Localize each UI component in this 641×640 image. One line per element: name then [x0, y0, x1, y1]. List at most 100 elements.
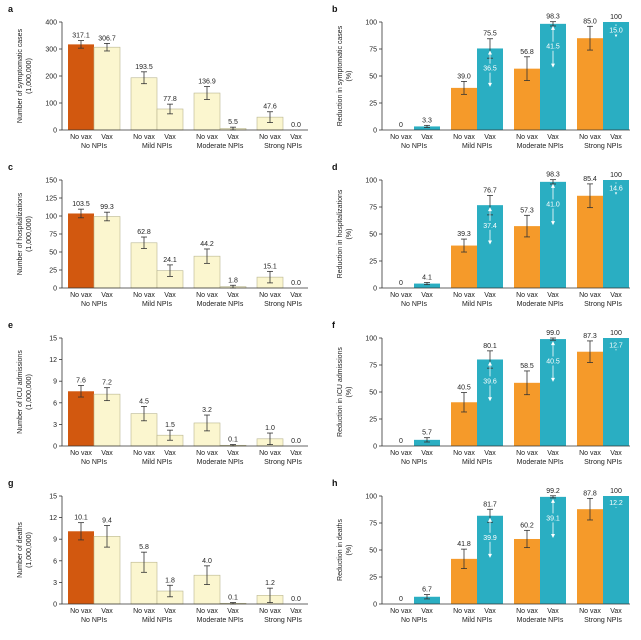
bar-novax: [68, 391, 94, 446]
y-tick-label: 25: [369, 101, 377, 108]
panel-f: f Reduction in ICU admissions (%) 0 25 50 75 10…: [332, 320, 630, 466]
arrow-head-down: [488, 553, 492, 558]
x-tick-label: Vax: [290, 608, 302, 615]
x-tick-label: No vax: [70, 608, 92, 615]
difference-label: 14.6: [609, 185, 623, 192]
x-tick-label: Vax: [421, 134, 433, 141]
arrow-head-down: [551, 533, 555, 538]
bar-vax: [603, 22, 629, 130]
panel-label: d: [332, 162, 338, 172]
x-group-label: Moderate NPIs: [197, 459, 244, 466]
data-label: 98.3: [546, 172, 560, 179]
data-label: 10.1: [74, 515, 88, 522]
x-tick-label: Vax: [484, 292, 496, 299]
x-tick-label: No vax: [70, 292, 92, 299]
x-tick-label: Vax: [101, 450, 113, 457]
bar-vax: [93, 536, 121, 605]
arrow-head-up: [551, 183, 555, 188]
difference-label: 39.9: [483, 535, 497, 542]
bar-novax: [451, 245, 477, 288]
y-tick-label: 12: [49, 357, 57, 364]
data-label: 100: [610, 14, 622, 21]
x-tick-label: Vax: [227, 134, 239, 141]
y-axis-title-line: Reduction in hospitalizations: [337, 189, 344, 278]
x-tick-label: No vax: [453, 134, 475, 141]
y-tick-label: 100: [45, 214, 57, 221]
x-group-label: Moderate NPIs: [197, 617, 244, 624]
x-group-label: No NPIs: [401, 301, 428, 308]
bar-vax: [603, 338, 629, 446]
data-label: 99.2: [546, 488, 560, 495]
difference-label: 40.5: [546, 358, 560, 365]
x-group-label: Strong NPIs: [584, 617, 622, 624]
panel-label: e: [8, 320, 13, 330]
x-tick-label: No vax: [259, 450, 281, 457]
x-group-label: No NPIs: [401, 143, 428, 150]
arrow-head-down: [551, 377, 555, 382]
arrow-head-down: [551, 221, 555, 226]
data-label: 0.0: [291, 122, 301, 129]
x-tick-label: Vax: [164, 292, 176, 299]
x-tick-label: No vax: [453, 292, 475, 299]
x-group-label: No NPIs: [401, 617, 428, 624]
y-tick-label: 75: [49, 232, 57, 239]
data-label: 1.5: [165, 422, 175, 429]
data-label: 3.2: [202, 407, 212, 414]
x-tick-label: Vax: [547, 450, 559, 457]
data-label: 103.5: [72, 201, 90, 208]
bar-novax: [68, 213, 94, 288]
y-tick-label: 15: [49, 494, 57, 501]
difference-label-bg: [607, 340, 625, 350]
x-tick-label: No vax: [579, 292, 601, 299]
x-group-label: Strong NPIs: [264, 143, 302, 150]
x-tick-label: Vax: [101, 292, 113, 299]
bar-novax: [68, 44, 94, 131]
difference-label-bg: [544, 199, 562, 209]
y-tick-label: 200: [45, 74, 57, 81]
x-tick-label: Vax: [164, 608, 176, 615]
y-tick-label: 100: [45, 101, 57, 108]
data-label: 98.3: [546, 14, 560, 21]
data-label: 306.7: [98, 35, 116, 42]
y-axis-title-line: (%): [346, 545, 353, 556]
x-tick-label: Vax: [610, 134, 622, 141]
x-tick-label: Vax: [547, 292, 559, 299]
y-tick-label: 100: [365, 494, 377, 501]
x-tick-label: No vax: [390, 608, 412, 615]
data-label: 87.3: [583, 333, 597, 340]
x-tick-label: No vax: [579, 450, 601, 457]
y-axis-title: Number of hospitalizations (1,000,000): [17, 192, 33, 275]
panel-label: g: [8, 478, 14, 488]
y-tick-label: 100: [365, 20, 377, 27]
panel-b: b Reduction in symptomatic cases (%) 0 25 50 7…: [332, 4, 630, 150]
bar-vax: [93, 46, 121, 131]
difference-label: 36.5: [483, 66, 497, 73]
bar-vax: [414, 596, 440, 604]
panel-d: d Reduction in hospitalizations (%) 0 25 50 75…: [332, 162, 630, 308]
x-tick-label: No vax: [70, 450, 92, 457]
y-tick-label: 300: [45, 47, 57, 54]
data-label: 4.0: [202, 558, 212, 565]
y-axis-title-line: (%): [346, 387, 353, 398]
y-axis-title-line: (%): [346, 71, 353, 82]
x-tick-label: Vax: [421, 292, 433, 299]
data-label: 39.0: [457, 73, 471, 80]
data-label: 0.1: [228, 437, 238, 444]
difference-label-bg: [481, 532, 499, 542]
x-tick-label: No vax: [196, 134, 218, 141]
data-label: 81.7: [483, 501, 497, 508]
x-tick-label: Vax: [610, 292, 622, 299]
x-tick-label: Vax: [421, 608, 433, 615]
y-tick-label: 50: [369, 74, 377, 81]
x-group-label: Moderate NPIs: [197, 301, 244, 308]
x-tick-label: Vax: [290, 134, 302, 141]
data-label: 87.8: [583, 490, 597, 497]
x-tick-label: Vax: [227, 608, 239, 615]
y-axis-title-line: Number of deaths: [17, 522, 24, 578]
y-tick-label: 0: [53, 602, 57, 609]
arrow-head-up: [488, 50, 492, 55]
data-label: 76.7: [483, 187, 497, 194]
x-tick-label: Vax: [290, 292, 302, 299]
y-tick-label: 25: [369, 417, 377, 424]
y-axis-title: Number of deaths (1,000,000): [17, 522, 33, 578]
